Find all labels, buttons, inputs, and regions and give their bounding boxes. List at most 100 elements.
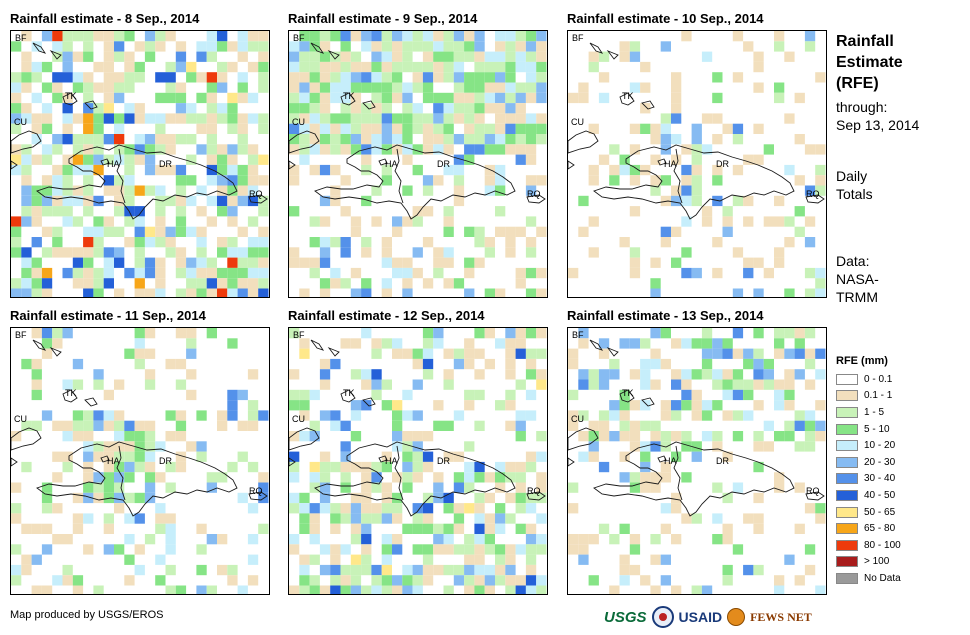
- rainfall-cell: [144, 164, 156, 176]
- rainfall-cell: [103, 82, 114, 93]
- rainfall-cell: [609, 585, 620, 594]
- rainfall-cell: [464, 92, 475, 104]
- rainfall-cell: [681, 267, 692, 279]
- rainfall-cell: [124, 554, 135, 565]
- rainfall-cell: [474, 554, 485, 565]
- rainfall-cell: [422, 554, 434, 565]
- rainfall-cell: [361, 134, 372, 145]
- rainfall-cell: [784, 51, 795, 62]
- rainfall-cell: [515, 503, 526, 514]
- rainfall-cell: [196, 544, 207, 555]
- rainfall-cell: [701, 51, 713, 62]
- rainfall-cell: [598, 420, 610, 431]
- rainfall-cell: [453, 185, 465, 196]
- rainfall-cell: [330, 92, 341, 104]
- rainfall-cell: [52, 82, 63, 93]
- rainfall-cell: [175, 113, 187, 124]
- rainfall-cell: [350, 82, 362, 93]
- usaid-seal-icon: [651, 606, 674, 628]
- rainfall-cell: [72, 267, 84, 279]
- rainfall-cell: [330, 113, 341, 124]
- rainfall-cell: [319, 82, 331, 93]
- rainfall-cell: [62, 92, 73, 104]
- rainfall-cell: [165, 564, 176, 576]
- map-label-rq: RQ: [249, 189, 263, 199]
- rainfall-cell: [619, 575, 630, 586]
- rainfall-cell: [815, 348, 826, 359]
- rainfall-cell: [247, 113, 259, 124]
- rainfall-cell: [422, 82, 434, 93]
- rainfall-cell: [701, 144, 713, 155]
- rainfall-cell: [629, 123, 641, 134]
- rainfall-cell: [247, 420, 259, 431]
- rainfall-cell: [505, 348, 516, 359]
- rainfall-cell: [134, 451, 145, 462]
- rainfall-cell: [568, 358, 579, 370]
- rainfall-cell: [72, 31, 84, 42]
- rainfall-cell: [361, 288, 372, 297]
- rainfall-cell: [83, 267, 94, 279]
- rainfall-cell: [464, 123, 475, 134]
- map-label-bf: BF: [15, 330, 27, 340]
- rainfall-cell: [289, 92, 300, 104]
- rainfall-cell: [175, 431, 187, 442]
- rainfall-cell: [299, 513, 310, 524]
- rainfall-cell: [402, 144, 413, 155]
- rainfall-cell: [525, 134, 537, 145]
- rainfall-cell: [134, 348, 145, 359]
- rainfall-cell: [206, 51, 217, 62]
- rainfall-cell: [155, 31, 166, 42]
- rainfall-cell: [722, 564, 733, 576]
- rainfall-cell: [103, 226, 114, 237]
- rainfall-cell: [568, 410, 579, 421]
- map-label-bf: BF: [572, 330, 584, 340]
- rainfall-cell: [124, 82, 135, 93]
- rainfall-cell: [422, 41, 434, 52]
- rainfall-cell: [52, 226, 63, 237]
- island-outline: [568, 130, 599, 154]
- rainfall-cell: [124, 431, 135, 442]
- rainfall-cell: [361, 72, 372, 83]
- rainfall-cell: [743, 267, 754, 279]
- rainfall-cell: [474, 328, 485, 339]
- rainfall-cell: [83, 420, 94, 431]
- rainfall-cell: [175, 451, 187, 462]
- rainfall-cell: [629, 82, 641, 93]
- rainfall-cell: [392, 472, 403, 483]
- rainfall-cell: [227, 41, 238, 52]
- rainfall-cell: [175, 82, 187, 93]
- rainfall-cell: [62, 461, 73, 473]
- rainfall-cell: [804, 503, 816, 514]
- island-outline: [378, 158, 388, 166]
- rainfall-cell: [422, 461, 434, 473]
- island-outline: [340, 389, 356, 403]
- map-label-tk: TK: [65, 388, 77, 398]
- rainfall-cell: [371, 113, 382, 124]
- rainfall-cell: [62, 534, 73, 545]
- legend-label: 10 - 20: [864, 440, 896, 452]
- rainfall-cell: [712, 113, 723, 124]
- rainfall-cell: [206, 288, 217, 297]
- rainfall-cell: [134, 441, 145, 452]
- rainfall-cell: [412, 441, 423, 452]
- rainfall-cell: [753, 461, 764, 473]
- rainfall-cell: [525, 144, 537, 155]
- rainfall-cell: [330, 185, 341, 196]
- rainfall-cell: [186, 389, 197, 401]
- rainfall-cell: [433, 175, 444, 186]
- rainfall-cell: [93, 379, 104, 390]
- rainfall-cell: [505, 472, 516, 483]
- rainfall-cell: [186, 369, 197, 380]
- rainfall-cell: [134, 144, 145, 155]
- rainfall-cell: [319, 123, 331, 134]
- rainfall-cell: [433, 113, 444, 124]
- rainfall-cell: [31, 267, 42, 279]
- rainfall-cell: [299, 338, 310, 349]
- rainfall-cell: [340, 585, 351, 594]
- rainfall-cell: [392, 575, 403, 586]
- rainfall-cell: [392, 513, 403, 524]
- rainfall-cell: [484, 544, 495, 555]
- rainfall-cell: [515, 328, 526, 339]
- rainfall-cell: [103, 267, 114, 279]
- legend-swatch: [836, 440, 858, 452]
